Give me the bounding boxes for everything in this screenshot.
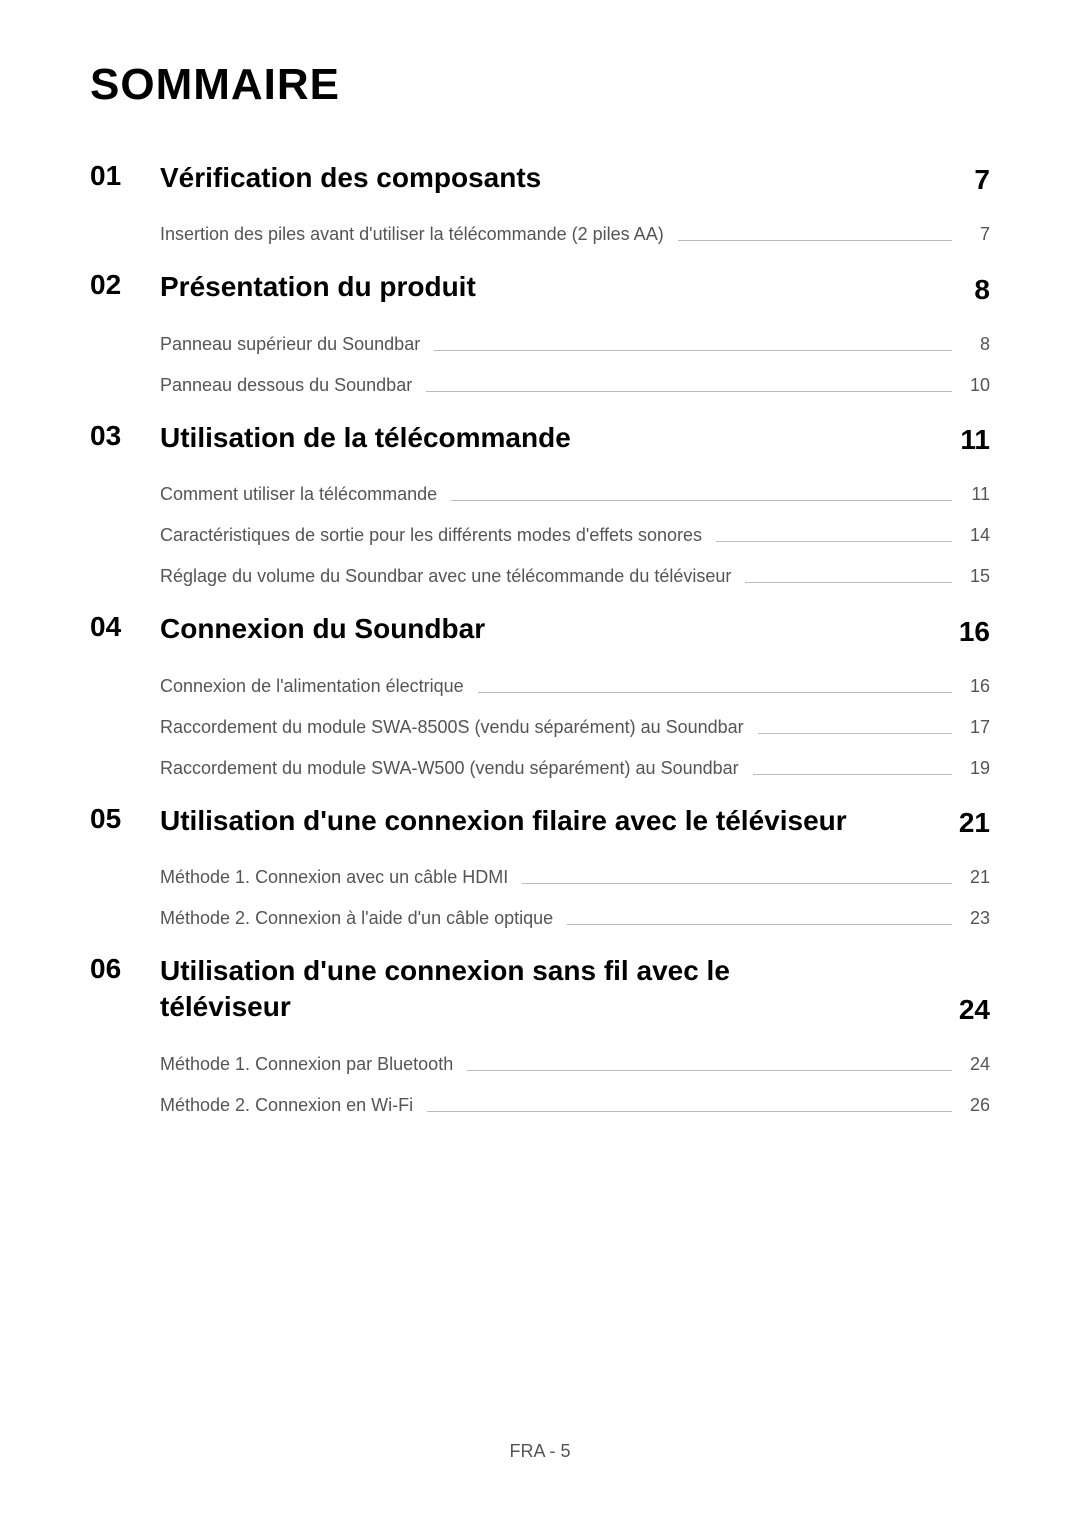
leader-line xyxy=(753,774,952,775)
section-title[interactable]: Utilisation d'une connexion sans fil ave… xyxy=(160,953,860,1026)
toc-sub-item[interactable]: Méthode 2. Connexion à l'aide d'un câble… xyxy=(160,908,990,929)
section-header: 03Utilisation de la télécommande 11 xyxy=(90,420,990,456)
sub-item-page-number: 15 xyxy=(966,566,990,587)
sub-item-text: Caractéristiques de sortie pour les diff… xyxy=(160,525,702,546)
toc-sub-item[interactable]: Caractéristiques de sortie pour les diff… xyxy=(160,525,990,546)
leader-line xyxy=(758,733,952,734)
section-page-number: 16 xyxy=(959,616,990,648)
section-page-number: 8 xyxy=(974,274,990,306)
toc-section: 05Utilisation d'une connexion filaire av… xyxy=(90,803,990,929)
section-title[interactable]: Vérification des composants xyxy=(160,160,541,196)
section-title-wrap: Utilisation de la télécommande 11 xyxy=(160,420,990,456)
leader-line xyxy=(467,1070,952,1071)
leader-line xyxy=(427,1111,952,1112)
toc-sub-item[interactable]: Panneau supérieur du Soundbar 8 xyxy=(160,334,990,355)
section-number: 06 xyxy=(90,953,160,985)
section-title-wrap: Utilisation d'une connexion filaire avec… xyxy=(160,803,990,839)
sub-items: Méthode 1. Connexion par Bluetooth24Méth… xyxy=(160,1054,990,1116)
toc-section: 04Connexion du Soundbar16Connexion de l'… xyxy=(90,611,990,778)
toc-section: 01Vérification des composants 7 Insertion … xyxy=(90,160,990,245)
page-footer: FRA - 5 xyxy=(0,1441,1080,1462)
sub-item-text: Réglage du volume du Soundbar avec une t… xyxy=(160,566,731,587)
section-title-wrap: Utilisation d'une connexion sans fil ave… xyxy=(160,953,990,1026)
section-page-number: 7 xyxy=(974,164,990,196)
toc-sub-item[interactable]: Insertion des piles avant d'utiliser la … xyxy=(160,224,990,245)
toc-sub-item[interactable]: Réglage du volume du Soundbar avec une t… xyxy=(160,566,990,587)
sub-item-text: Panneau dessous du Soundbar xyxy=(160,375,412,396)
sub-item-text: Méthode 2. Connexion en Wi-Fi xyxy=(160,1095,413,1116)
section-title[interactable]: Connexion du Soundbar xyxy=(160,611,485,647)
section-header: 02Présentation du produit 8 xyxy=(90,269,990,305)
sub-item-text: Insertion des piles avant d'utiliser la … xyxy=(160,224,664,245)
sub-items: Insertion des piles avant d'utiliser la … xyxy=(160,224,990,245)
sub-item-page-number: 11 xyxy=(966,484,990,505)
section-title-wrap: Connexion du Soundbar 16 xyxy=(160,611,990,647)
toc-sub-item[interactable]: Méthode 1. Connexion avec un câble HDMI 2… xyxy=(160,867,990,888)
sub-item-text: Raccordement du module SWA-8500S (vendu … xyxy=(160,717,744,738)
sub-item-page-number: 21 xyxy=(966,867,990,888)
sub-item-page-number: 26 xyxy=(966,1095,990,1116)
sub-item-text: Méthode 2. Connexion à l'aide d'un câble… xyxy=(160,908,553,929)
section-title[interactable]: Utilisation d'une connexion filaire avec… xyxy=(160,803,847,839)
section-title[interactable]: Utilisation de la télécommande xyxy=(160,420,571,456)
section-header: 05Utilisation d'une connexion filaire av… xyxy=(90,803,990,839)
sub-items: Comment utiliser la télécommande 11 Caract… xyxy=(160,484,990,587)
section-number: 05 xyxy=(90,803,160,835)
toc-sub-item[interactable]: Connexion de l'alimentation électrique 16 xyxy=(160,676,990,697)
toc-sub-item[interactable]: Raccordement du module SWA-8500S (vendu … xyxy=(160,717,990,738)
sub-items: Méthode 1. Connexion avec un câble HDMI 2… xyxy=(160,867,990,929)
sub-item-page-number: 24 xyxy=(966,1054,990,1075)
section-title-wrap: Vérification des composants 7 xyxy=(160,160,990,196)
section-title[interactable]: Présentation du produit xyxy=(160,269,476,305)
sub-item-page-number: 23 xyxy=(966,908,990,929)
sub-item-page-number: 8 xyxy=(966,334,990,355)
sub-items: Panneau supérieur du Soundbar 8 Panneau de… xyxy=(160,334,990,396)
toc-sub-item[interactable]: Comment utiliser la télécommande 11 xyxy=(160,484,990,505)
sub-item-page-number: 14 xyxy=(966,525,990,546)
sub-item-page-number: 19 xyxy=(966,758,990,779)
toc-sub-item[interactable]: Panneau dessous du Soundbar 10 xyxy=(160,375,990,396)
sub-item-page-number: 17 xyxy=(966,717,990,738)
sub-item-text: Méthode 1. Connexion par Bluetooth xyxy=(160,1054,453,1075)
sub-item-text: Connexion de l'alimentation électrique xyxy=(160,676,464,697)
section-number: 04 xyxy=(90,611,160,643)
leader-line xyxy=(716,541,952,542)
toc-section: 06Utilisation d'une connexion sans fil a… xyxy=(90,953,990,1116)
toc-container: 01Vérification des composants 7 Insertion … xyxy=(90,160,990,1116)
section-header: 04Connexion du Soundbar 16 xyxy=(90,611,990,647)
leader-line xyxy=(434,350,952,351)
page-title: SOMMAIRE xyxy=(90,60,990,110)
section-page-number: 11 xyxy=(960,424,990,456)
leader-line xyxy=(522,883,952,884)
section-number: 03 xyxy=(90,420,160,452)
leader-line xyxy=(567,924,952,925)
section-page-number: 21 xyxy=(959,807,990,839)
toc-sub-item[interactable]: Méthode 2. Connexion en Wi-Fi 26 xyxy=(160,1095,990,1116)
sub-item-text: Panneau supérieur du Soundbar xyxy=(160,334,420,355)
sub-item-text: Méthode 1. Connexion avec un câble HDMI xyxy=(160,867,508,888)
section-header: 01Vérification des composants 7 xyxy=(90,160,990,196)
toc-section: 03Utilisation de la télécommande11Commen… xyxy=(90,420,990,587)
section-title-wrap: Présentation du produit 8 xyxy=(160,269,990,305)
toc-sub-item[interactable]: Raccordement du module SWA-W500 (vendu s… xyxy=(160,758,990,779)
toc-section: 02Présentation du produit8Panneau supéri… xyxy=(90,269,990,395)
sub-item-page-number: 10 xyxy=(966,375,990,396)
leader-line xyxy=(478,692,952,693)
leader-line xyxy=(745,582,952,583)
toc-sub-item[interactable]: Méthode 1. Connexion par Bluetooth 24 xyxy=(160,1054,990,1075)
leader-line xyxy=(451,500,952,501)
sub-items: Connexion de l'alimentation électrique 16… xyxy=(160,676,990,779)
leader-line xyxy=(678,240,952,241)
sub-item-text: Raccordement du module SWA-W500 (vendu s… xyxy=(160,758,739,779)
leader-line xyxy=(426,391,952,392)
section-number: 02 xyxy=(90,269,160,301)
sub-item-text: Comment utiliser la télécommande xyxy=(160,484,437,505)
section-number: 01 xyxy=(90,160,160,192)
section-header: 06Utilisation d'une connexion sans fil a… xyxy=(90,953,990,1026)
sub-item-page-number: 7 xyxy=(966,224,990,245)
section-page-number: 24 xyxy=(959,994,990,1026)
sub-item-page-number: 16 xyxy=(966,676,990,697)
